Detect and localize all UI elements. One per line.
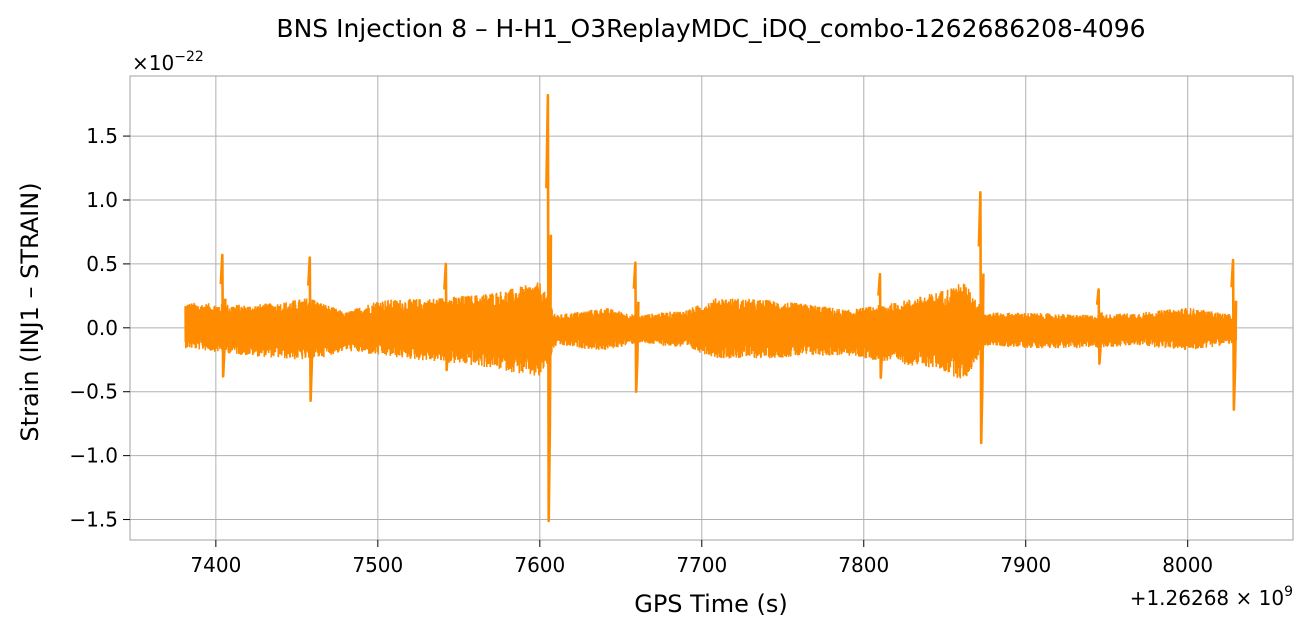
x-tick-label: 7800: [838, 553, 889, 577]
x-tick-label: 7600: [514, 553, 565, 577]
y-tick-label: −1.0: [69, 444, 118, 468]
y-tick-label: 0.0: [86, 316, 118, 340]
glitch-spike: [977, 191, 985, 445]
plot-frame: [129, 75, 1294, 541]
strain-series: [184, 93, 1238, 523]
glitch-spike: [306, 256, 315, 402]
y-tick-label: 1.0: [86, 188, 118, 212]
glitch-spike: [219, 253, 227, 378]
glitch-spike: [545, 93, 553, 523]
glitch-spike: [1230, 258, 1238, 411]
strain-noise-trace: [184, 282, 1238, 379]
y-axis-title: Strain (INJ1 – STRAIN): [16, 182, 44, 441]
y-tick-label: −1.5: [69, 508, 118, 532]
chart-title: BNS Injection 8 – H-H1_O3ReplayMDC_iDQ_c…: [276, 14, 1145, 43]
y-axis-scale-label: ×10−22: [132, 49, 204, 75]
axis-ticks: 7400 7500 7600 7700 7800 7900 8000 −1.5 −1.0 −0.5…: [69, 124, 1213, 577]
x-tick-label: 8000: [1162, 553, 1213, 577]
y-tick-label: −0.5: [69, 380, 118, 404]
x-tick-label: 7500: [352, 553, 403, 577]
glitch-spike: [632, 261, 640, 394]
glitch-spike: [1095, 288, 1103, 365]
y-tick-label: 1.5: [86, 124, 118, 148]
glitch-spike: [877, 272, 885, 379]
x-tick-label: 7400: [190, 553, 241, 577]
x-tick-label: 7900: [1000, 553, 1051, 577]
x-tick-label: 7700: [676, 553, 727, 577]
y-tick-label: 0.5: [86, 252, 118, 276]
x-axis-title: GPS Time (s): [634, 590, 788, 618]
x-axis-offset-label: +1.26268 × 109: [1130, 584, 1293, 610]
glitch-spike: [443, 262, 451, 372]
